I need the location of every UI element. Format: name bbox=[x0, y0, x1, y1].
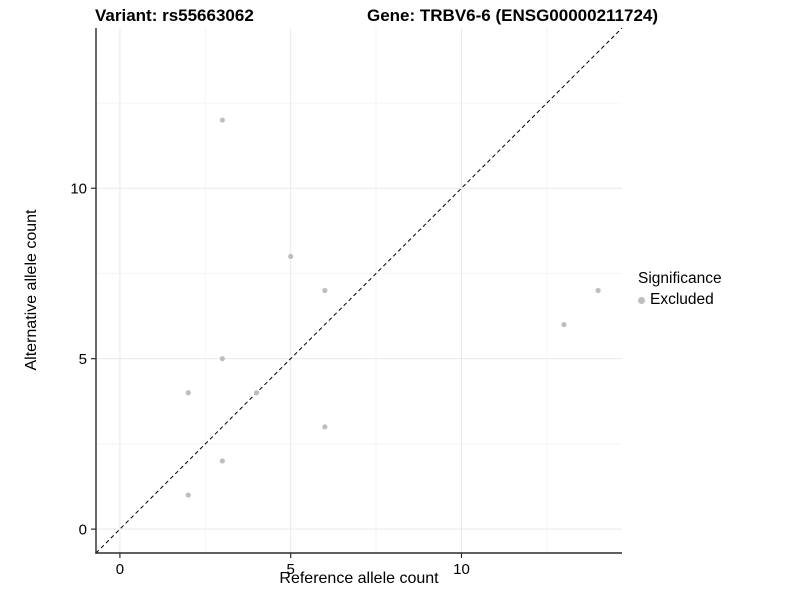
data-point bbox=[322, 287, 328, 294]
data-point bbox=[185, 390, 191, 396]
y-tick-label: 10 bbox=[70, 181, 87, 198]
data-point bbox=[219, 458, 225, 464]
data-point bbox=[561, 321, 567, 328]
x-axis-title: Reference allele count bbox=[279, 570, 439, 587]
data-point bbox=[219, 356, 225, 362]
legend: Significance Excluded bbox=[638, 270, 722, 309]
y-axis-title: Alternative allele count bbox=[23, 209, 40, 371]
legend-dot-icon bbox=[638, 296, 645, 304]
legend-item-label: Excluded bbox=[650, 291, 714, 308]
plot-title-variant: Variant: rs55663062 bbox=[95, 6, 254, 25]
data-point bbox=[595, 287, 601, 294]
x-tick-label: 5 bbox=[287, 561, 295, 578]
y-tick-label: 0 bbox=[79, 522, 87, 539]
legend-item-excluded: Excluded bbox=[638, 291, 722, 309]
x-tick-label: 0 bbox=[116, 561, 124, 578]
legend-title: Significance bbox=[638, 270, 722, 287]
x-tick-label: 10 bbox=[453, 561, 470, 578]
data-point bbox=[185, 492, 191, 498]
identity-line bbox=[95, 27, 623, 554]
data-point bbox=[288, 253, 294, 260]
plot-title-gene: Gene: TRBV6-6 (ENSG00000211724) bbox=[367, 6, 659, 25]
data-point bbox=[322, 424, 328, 430]
y-tick-label: 5 bbox=[79, 351, 87, 368]
data-point bbox=[219, 117, 225, 123]
data-point bbox=[253, 390, 260, 396]
